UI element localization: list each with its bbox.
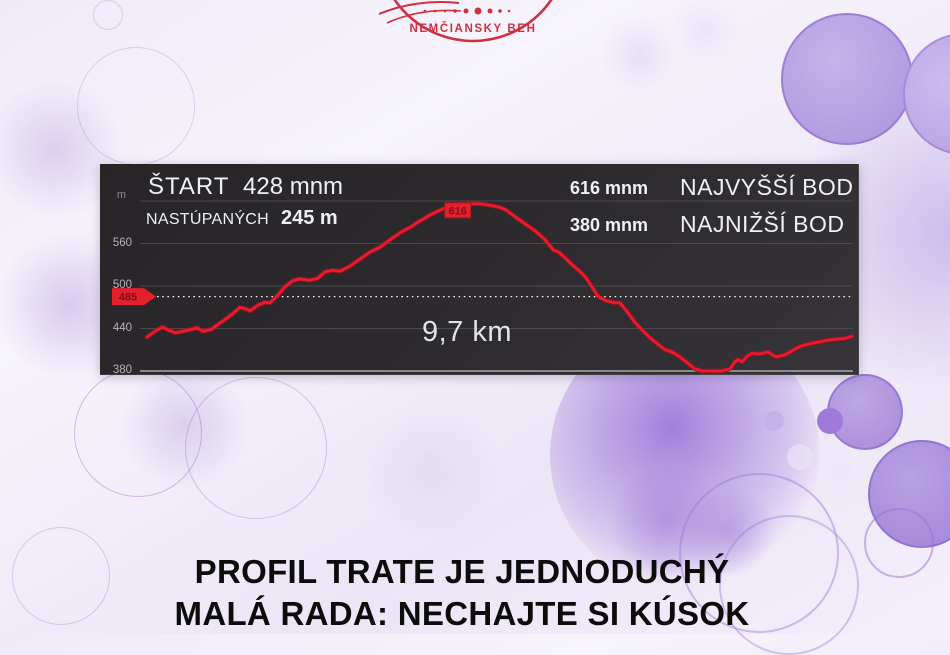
race-logo: NEMČIANSKY BEH: [363, 0, 583, 44]
y-axis-tick-label: 560: [112, 236, 132, 249]
highest-point-value: 616 mnm: [570, 178, 649, 198]
bokeh-circle: [600, 15, 680, 95]
caption-line-2: MALÁ RADA: NECHAJTE SI KÚSOK: [174, 595, 750, 632]
bokeh-circle: [903, 33, 950, 155]
peak-marker-value: 616: [449, 205, 467, 217]
start-elevation-value: 428 mnm: [243, 173, 344, 200]
bokeh-circle: [74, 369, 202, 497]
highest-point-label: NAJVYŠŠÍ BOD: [680, 174, 854, 200]
bokeh-circle: [827, 374, 903, 450]
bokeh-circle: [77, 47, 195, 165]
bokeh-circle: [817, 408, 843, 434]
bokeh-circle: [185, 377, 327, 519]
bokeh-circle: [120, 360, 250, 490]
climb-value: 245 m: [281, 207, 338, 229]
y-axis-tick-label: 440: [112, 321, 132, 334]
bokeh-circle: [868, 440, 950, 548]
logo-runner-swoosh: [386, 9, 462, 24]
distance-label: 9,7 km: [421, 316, 513, 348]
start-label: ŠTART: [148, 173, 230, 200]
bokeh-circle: [831, 462, 855, 486]
logo-ring: [393, 0, 553, 43]
bokeh-circle: [93, 0, 123, 30]
logo-dots: [423, 7, 511, 15]
lowest-point-label: NAJNIŽŠÍ BOD: [680, 211, 845, 237]
cursor-elevation-value: 485: [119, 292, 137, 304]
bokeh-circle: [764, 411, 784, 431]
logo-runner-swoosh: [378, 1, 460, 15]
climb-label: NASTÚPANÝCH: [146, 211, 270, 228]
y-axis-tick-label: 500: [112, 279, 132, 291]
y-axis-unit-label: m: [116, 189, 126, 201]
bokeh-circle: [787, 444, 813, 470]
lowest-point-value: 380 mnm: [570, 215, 649, 235]
bokeh-circle: [360, 400, 500, 540]
logo-title: NEMČIANSKY BEH: [410, 22, 537, 35]
caption-line-1: PROFIL TRATE JE JEDNODUCHÝ: [194, 553, 730, 590]
caption: PROFIL TRATE JE JEDNODUCHÝ MALÁ RADA: NE…: [0, 551, 924, 635]
bokeh-circle: [670, 0, 740, 65]
y-axis-tick-label: 380: [112, 364, 132, 376]
elevation-profile-panel: 616 485 m 560 500 440 380 ŠTART 428 mnm NAST…: [100, 164, 859, 376]
bokeh-circle: [781, 13, 913, 145]
peak-marker: [444, 202, 472, 219]
